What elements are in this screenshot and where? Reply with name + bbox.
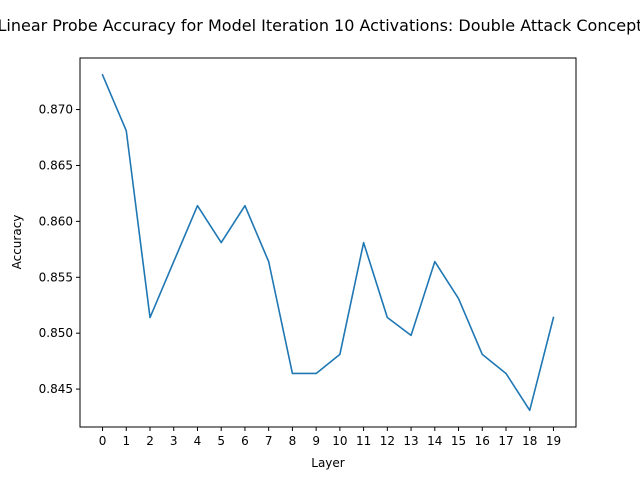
x-tick-label: 16 [475, 434, 490, 448]
x-tick-label: 14 [427, 434, 442, 448]
chart-title: Linear Probe Accuracy for Model Iteratio… [0, 16, 640, 35]
x-tick-label: 4 [194, 434, 202, 448]
plot-area: 0 1 2 3 4 5 6 7 8 9 10 11 12 13 14 15 16 17 18 190.8450.850… [39, 57, 577, 448]
x-tick-label: 18 [522, 434, 537, 448]
x-tick-label: 17 [498, 434, 513, 448]
x-tick-label: 13 [403, 434, 418, 448]
y-tick-label: 0.860 [39, 214, 73, 228]
x-tick-label: 6 [241, 434, 249, 448]
x-tick-label: 1 [122, 434, 130, 448]
y-tick-label: 0.865 [39, 158, 73, 172]
x-tick-label: 19 [546, 434, 561, 448]
x-tick-label: 8 [289, 434, 297, 448]
y-tick-label: 0.850 [39, 326, 73, 340]
series-line-0 [101, 73, 555, 412]
x-tick-label: 11 [356, 434, 371, 448]
x-tick-label: 0 [99, 434, 107, 448]
x-tick-label: 12 [380, 434, 395, 448]
x-axis-label: Layer [311, 456, 345, 470]
plot-frame [79, 57, 577, 428]
x-tick-label: 10 [332, 434, 347, 448]
x-tick-label: 5 [217, 434, 225, 448]
y-tick-label: 0.870 [39, 103, 73, 117]
x-tick-label: 7 [265, 434, 273, 448]
x-tick-label: 3 [170, 434, 178, 448]
x-tick-label: 2 [146, 434, 154, 448]
y-tick-label: 0.855 [39, 270, 73, 284]
x-tick-label: 15 [451, 434, 466, 448]
y-axis-label: Accuracy [10, 215, 24, 270]
y-tick-label: 0.845 [39, 382, 73, 396]
x-tick-label: 9 [312, 434, 320, 448]
